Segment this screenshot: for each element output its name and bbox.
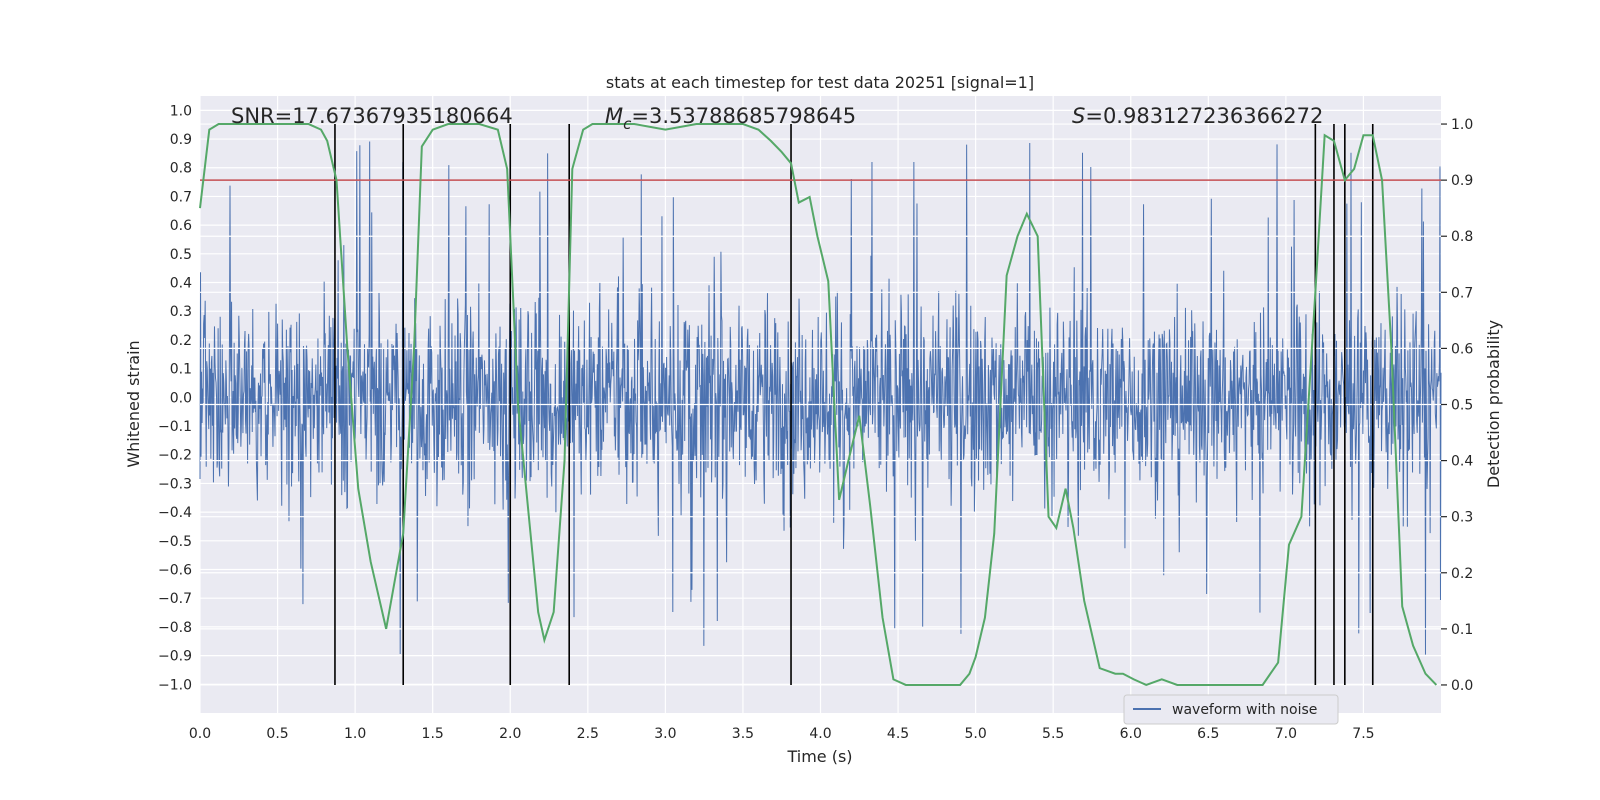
y-tick-label: 0.8	[170, 161, 192, 177]
y-tick-label: −0.3	[158, 476, 192, 492]
y2-axis-ticks: 1.0 0.9 0.8 0.7 0.6 0.5 0.4 0.3 0.2 0.1 0.0	[1441, 117, 1473, 694]
legend: waveform with noise	[1123, 694, 1339, 725]
y-tick-label: 0.0	[170, 390, 192, 406]
y-tick-label: 0.3	[170, 304, 192, 320]
y2-axis-label: Detection probability	[1484, 320, 1503, 488]
x-tick-label: 1.0	[344, 726, 366, 742]
x-tick-label: 0.5	[266, 726, 288, 742]
x-tick-label: 6.0	[1120, 726, 1142, 742]
chirp-mass-value: =3.53788685798645	[631, 104, 856, 128]
chirp-mass-annotation: Mc=3.53788685798645	[605, 104, 856, 133]
y2-tick-label: 0.0	[1451, 678, 1473, 694]
y-tick-label: −1.0	[158, 677, 192, 693]
chirp-mass-symbol: M	[605, 104, 623, 128]
x-tick-label: 0.0	[189, 726, 211, 742]
y-tick-label: −0.5	[158, 534, 192, 550]
snr-annotation: SNR=17.67367935180664	[231, 104, 513, 128]
x-tick-label: 3.0	[654, 726, 676, 742]
legend-label-waveform: waveform with noise	[1172, 702, 1317, 718]
y-axis-ticks: 1.0 0.9 0.8 0.7 0.6 0.5 0.4 0.3 0.2 0.1 0.0 −0.1 −0.…	[158, 103, 192, 693]
y-tick-label: −0.2	[158, 448, 192, 464]
waveform-series	[199, 141, 1442, 655]
y2-tick-label: 0.9	[1451, 173, 1473, 189]
s-symbol: S	[1072, 104, 1085, 128]
y2-tick-label: 0.1	[1451, 622, 1473, 638]
y-tick-label: 0.6	[170, 218, 192, 234]
waveform-line	[199, 141, 1442, 655]
y-axis-label: Whitened strain	[124, 340, 143, 467]
x-tick-label: 6.5	[1197, 726, 1219, 742]
vertical-markers	[334, 124, 1374, 685]
y-tick-label: −0.9	[158, 649, 192, 665]
y-tick-label: 0.2	[170, 333, 192, 349]
x-tick-label: 5.5	[1042, 726, 1064, 742]
y-tick-label: −0.6	[158, 563, 192, 579]
x-tick-label: 2.0	[499, 726, 521, 742]
legend-box	[1123, 694, 1339, 725]
y2-tick-label: 1.0	[1451, 117, 1473, 133]
y2-tick-label: 0.2	[1451, 566, 1473, 582]
x-tick-label: 1.5	[422, 726, 444, 742]
detection-probability-line	[199, 123, 1438, 687]
x-tick-label: 7.0	[1275, 726, 1297, 742]
y2-tick-label: 0.7	[1451, 285, 1473, 301]
y-tick-label: 0.7	[170, 189, 192, 205]
y-tick-label: 0.5	[170, 247, 192, 263]
x-tick-label: 5.0	[964, 726, 986, 742]
x-tick-label: 2.5	[577, 726, 599, 742]
chirp-mass-subscript: c	[623, 115, 632, 133]
s-value: =0.983127236366272	[1085, 104, 1323, 128]
y-tick-label: 1.0	[170, 103, 192, 119]
y2-tick-label: 0.4	[1451, 454, 1473, 470]
y-tick-label: 0.9	[170, 132, 192, 148]
y2-tick-label: 0.8	[1451, 229, 1473, 245]
y2-tick-label: 0.3	[1451, 510, 1473, 526]
x-tick-label: 4.5	[887, 726, 909, 742]
y-tick-label: 0.1	[170, 362, 192, 378]
x-tick-label: 4.0	[809, 726, 831, 742]
x-tick-label: 3.5	[732, 726, 754, 742]
y-tick-label: −0.1	[158, 419, 192, 435]
y-tick-label: 0.4	[170, 276, 192, 292]
y2-tick-label: 0.6	[1451, 341, 1473, 357]
y-tick-label: −0.4	[158, 505, 192, 521]
y2-tick-label: 0.5	[1451, 398, 1473, 414]
x-tick-label: 7.5	[1352, 726, 1374, 742]
y-tick-label: −0.8	[158, 620, 192, 636]
x-axis-ticks: 0.0 0.5 1.0 1.5 2.0 2.5 3.0 3.5 4.0 4.5 5.0 5.5 6.0 6…	[189, 726, 1375, 742]
chart-title: stats at each timestep for test data 202…	[606, 73, 1034, 92]
y-tick-label: −0.7	[158, 591, 192, 607]
x-axis-label: Time (s)	[786, 747, 852, 766]
s-annotation: S=0.983127236366272	[1072, 104, 1323, 128]
